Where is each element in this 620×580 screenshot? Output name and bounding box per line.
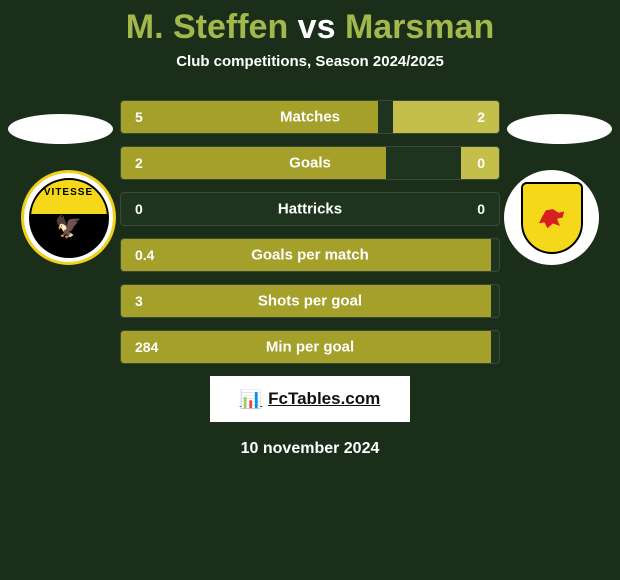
left-value: 0 [135, 201, 143, 217]
vitesse-badge: VITESSE 🦅 [29, 178, 109, 258]
left-value: 2 [135, 155, 143, 171]
left-value: 0.4 [135, 247, 154, 263]
stat-row: 5 2 Matches [120, 100, 500, 134]
infographic-container: M. Steffen vs Marsman Club competitions,… [0, 0, 620, 458]
player1-name: M. Steffen [126, 8, 288, 46]
stat-row: 284 Min per goal [120, 330, 500, 364]
stat-label: Goals [289, 155, 331, 172]
fctables-link[interactable]: 📊 FcTables.com [210, 376, 410, 422]
chart-icon: 📊 [240, 389, 262, 410]
right-value: 0 [477, 201, 485, 217]
page-title: M. Steffen vs Marsman [0, 8, 620, 47]
runner-icon [538, 206, 566, 230]
eagle-icon: 🦅 [55, 214, 82, 240]
vs-text: vs [298, 8, 336, 46]
vitesse-text: VITESSE [44, 187, 93, 198]
stat-label: Goals per match [251, 247, 369, 264]
cambuur-shield [521, 182, 583, 254]
left-ellipse-decor [8, 114, 113, 144]
left-value: 3 [135, 293, 143, 309]
stat-label: Hattricks [278, 201, 342, 218]
right-value: 0 [477, 155, 485, 171]
club-logo-left: VITESSE 🦅 [21, 170, 116, 265]
main-area: VITESSE 🦅 5 2 Matches 2 0 Goals 0 0 Hattricks 0.4… [0, 100, 620, 364]
stat-row: 0 0 Hattricks [120, 192, 500, 226]
club-logo-right [504, 170, 599, 265]
stat-label: Matches [280, 109, 340, 126]
left-value: 5 [135, 109, 143, 125]
right-value: 2 [477, 109, 485, 125]
left-value: 284 [135, 339, 158, 355]
stat-label: Shots per goal [258, 293, 362, 310]
stat-row: 3 Shots per goal [120, 284, 500, 318]
right-ellipse-decor [507, 114, 612, 144]
fctables-label: FcTables.com [268, 389, 380, 409]
footer-date: 10 november 2024 [0, 440, 620, 458]
stat-row: 2 0 Goals [120, 146, 500, 180]
stat-row: 0.4 Goals per match [120, 238, 500, 272]
player2-name: Marsman [345, 8, 494, 46]
stat-label: Min per goal [266, 339, 354, 356]
left-fill [121, 147, 386, 179]
stat-bars: 5 2 Matches 2 0 Goals 0 0 Hattricks 0.4 Goals per … [120, 100, 500, 364]
subtitle: Club competitions, Season 2024/2025 [0, 53, 620, 70]
